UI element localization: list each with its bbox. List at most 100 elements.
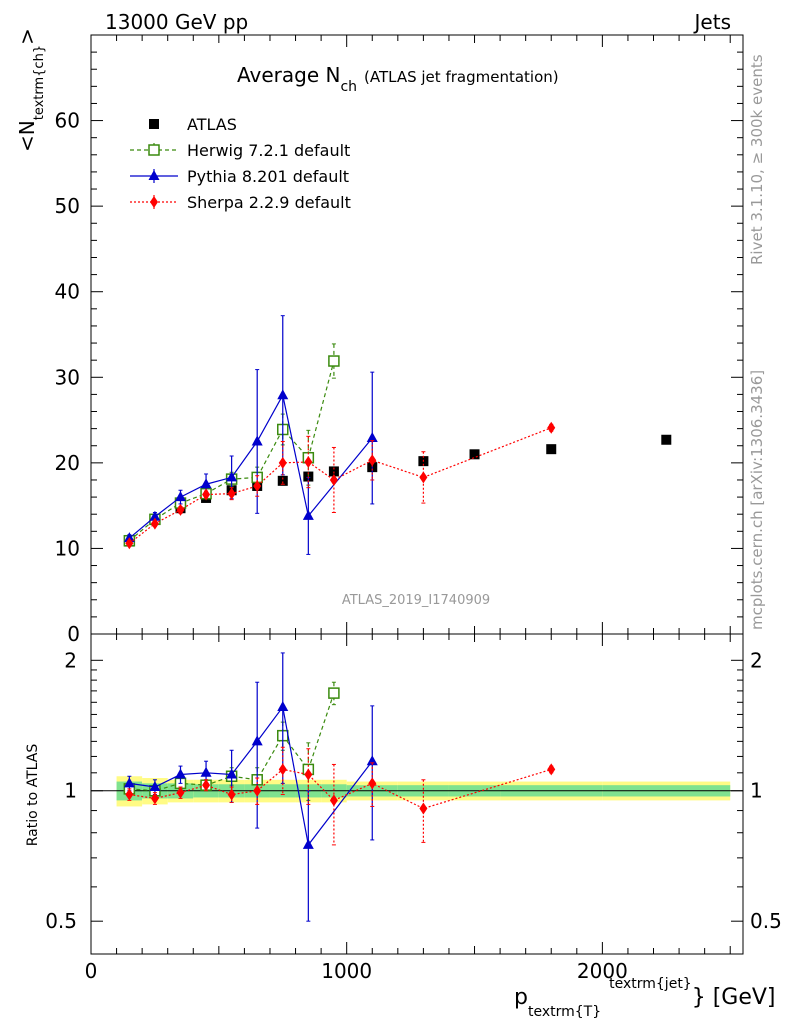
y-tick-label-ratio: 0.5 — [45, 909, 77, 933]
x-label-sub: textrm{T} — [528, 1004, 601, 1020]
pythia-point — [277, 701, 289, 712]
sherpa-point — [253, 784, 262, 797]
sherpa-point — [304, 456, 313, 469]
legend-label: Pythia 8.201 default — [187, 167, 349, 186]
herwig-point — [328, 355, 340, 367]
sherpa-point — [368, 777, 377, 790]
header-right: Jets — [693, 10, 731, 34]
pythia-line — [129, 705, 373, 847]
sherpa-point — [368, 454, 377, 467]
header-left: 13000 GeV pp — [105, 10, 248, 34]
x-label-unit: } [GeV] — [692, 985, 776, 1010]
y-tick-label-main: 30 — [55, 365, 80, 389]
y-tick-label-ratio-right: 0.5 — [750, 909, 782, 933]
y-tick-label-ratio: 1 — [64, 779, 77, 803]
sherpa-point — [329, 473, 338, 486]
y-tick-label-ratio-right: 1 — [750, 779, 763, 803]
pythia-point — [366, 432, 378, 443]
pythia-point — [200, 766, 212, 777]
sherpa-point — [150, 517, 159, 530]
pythia-point — [123, 532, 135, 543]
legend-marker — [148, 144, 160, 156]
pythia-point — [366, 755, 378, 766]
legend-label: Herwig 7.2.1 default — [187, 141, 350, 160]
sherpa-point — [202, 779, 211, 792]
y-axis-label-main: <Ntextrm{ch}> — [15, 28, 47, 152]
atlas-point — [546, 444, 557, 455]
sherpa-point — [304, 768, 313, 781]
x-tick-label: 2000 — [577, 959, 628, 983]
ratio-uncertainty-band — [91, 776, 743, 807]
y-label-close: > — [15, 28, 39, 45]
legend-label: ATLAS — [187, 115, 237, 134]
atlas-point — [661, 434, 672, 445]
pythia-point — [251, 435, 263, 446]
sherpa-point — [278, 456, 287, 469]
pythia-point — [251, 735, 263, 746]
mcplots-label: mcplots.cern.ch [arXiv:1306.3436] — [748, 370, 766, 630]
legend-marker — [148, 170, 160, 180]
axis-ticks — [90, 34, 743, 954]
pythia-point — [302, 509, 314, 520]
sherpa-point — [253, 479, 262, 492]
atlas-point — [469, 449, 480, 460]
sherpa-point — [125, 537, 134, 550]
y-tick-label-main: 0 — [67, 622, 80, 646]
x-tick-label: 1000 — [321, 959, 372, 983]
pythia-point — [226, 471, 238, 482]
sherpa-line — [129, 768, 552, 810]
y-tick-label-main: 40 — [55, 280, 80, 304]
ratio-frame — [90, 633, 744, 955]
pythia-point — [277, 389, 289, 400]
y-tick-label-main: 20 — [55, 451, 80, 475]
atlas-point — [328, 466, 339, 477]
chart-title-sub: ch — [340, 79, 357, 95]
chart-title-main: Average N — [237, 63, 340, 87]
pythia-point — [226, 768, 238, 779]
chart-title-rest: (ATLAS jet fragmentation) — [364, 68, 559, 86]
herwig-point — [328, 687, 340, 699]
sherpa-point — [176, 503, 185, 516]
y-label-main: <N — [15, 120, 39, 152]
sherpa-point — [125, 788, 134, 801]
chart-title: Average Nch (ATLAS jet fragmentation) — [237, 63, 559, 95]
analysis-watermark: ATLAS_2019_I1740909 — [342, 593, 490, 608]
y-label-sub: textrm{ch} — [32, 45, 47, 120]
legend: ATLAS Herwig 7.2.1 default Pythia 8.201 de… — [130, 115, 351, 212]
y-axis-label-ratio: Ratio to ATLAS — [25, 744, 41, 847]
y-tick-label-main: 60 — [55, 109, 80, 133]
x-label-p: p — [514, 985, 528, 1010]
sherpa-point — [150, 792, 159, 805]
pythia-point — [174, 491, 186, 502]
y-tick-label-ratio: 2 — [64, 648, 77, 672]
legend-label: Sherpa 2.2.9 default — [187, 193, 351, 212]
sherpa-line — [128, 427, 552, 544]
sherpa-point — [419, 802, 428, 815]
sherpa-point — [547, 763, 556, 776]
y-tick-label-main: 10 — [55, 536, 80, 560]
y-tick-label-main: 50 — [55, 194, 80, 218]
legend-marker — [149, 119, 159, 129]
sherpa-point — [419, 471, 428, 484]
pythia-point — [200, 478, 212, 489]
axis-tick-labels: 0 1000 2000 0 10 20 30 40 50 60 0.5 0.5 1 1 2 2 — [45, 109, 782, 983]
sherpa-point — [329, 794, 338, 807]
sherpa-point — [202, 488, 211, 501]
legend-marker — [150, 196, 158, 208]
sherpa-point — [227, 788, 236, 801]
x-label-sup: textrm{jet} — [609, 976, 692, 992]
pythia-point — [302, 838, 314, 849]
rivet-label: Rivet 3.1.10, ≥ 300k events — [748, 54, 766, 265]
x-tick-label: 0 — [85, 959, 98, 983]
sherpa-point — [278, 763, 287, 776]
main-series — [123, 315, 672, 555]
pythia-point — [123, 777, 135, 788]
pythia-point — [174, 768, 186, 779]
y-tick-label-ratio-right: 2 — [750, 648, 763, 672]
pythia-point — [149, 781, 161, 792]
x-axis-label: ptextrm{T} textrm{jet}} [GeV] — [514, 976, 776, 1020]
atlas-point — [277, 475, 288, 486]
pythia-point — [149, 510, 161, 521]
sherpa-point — [547, 421, 556, 434]
